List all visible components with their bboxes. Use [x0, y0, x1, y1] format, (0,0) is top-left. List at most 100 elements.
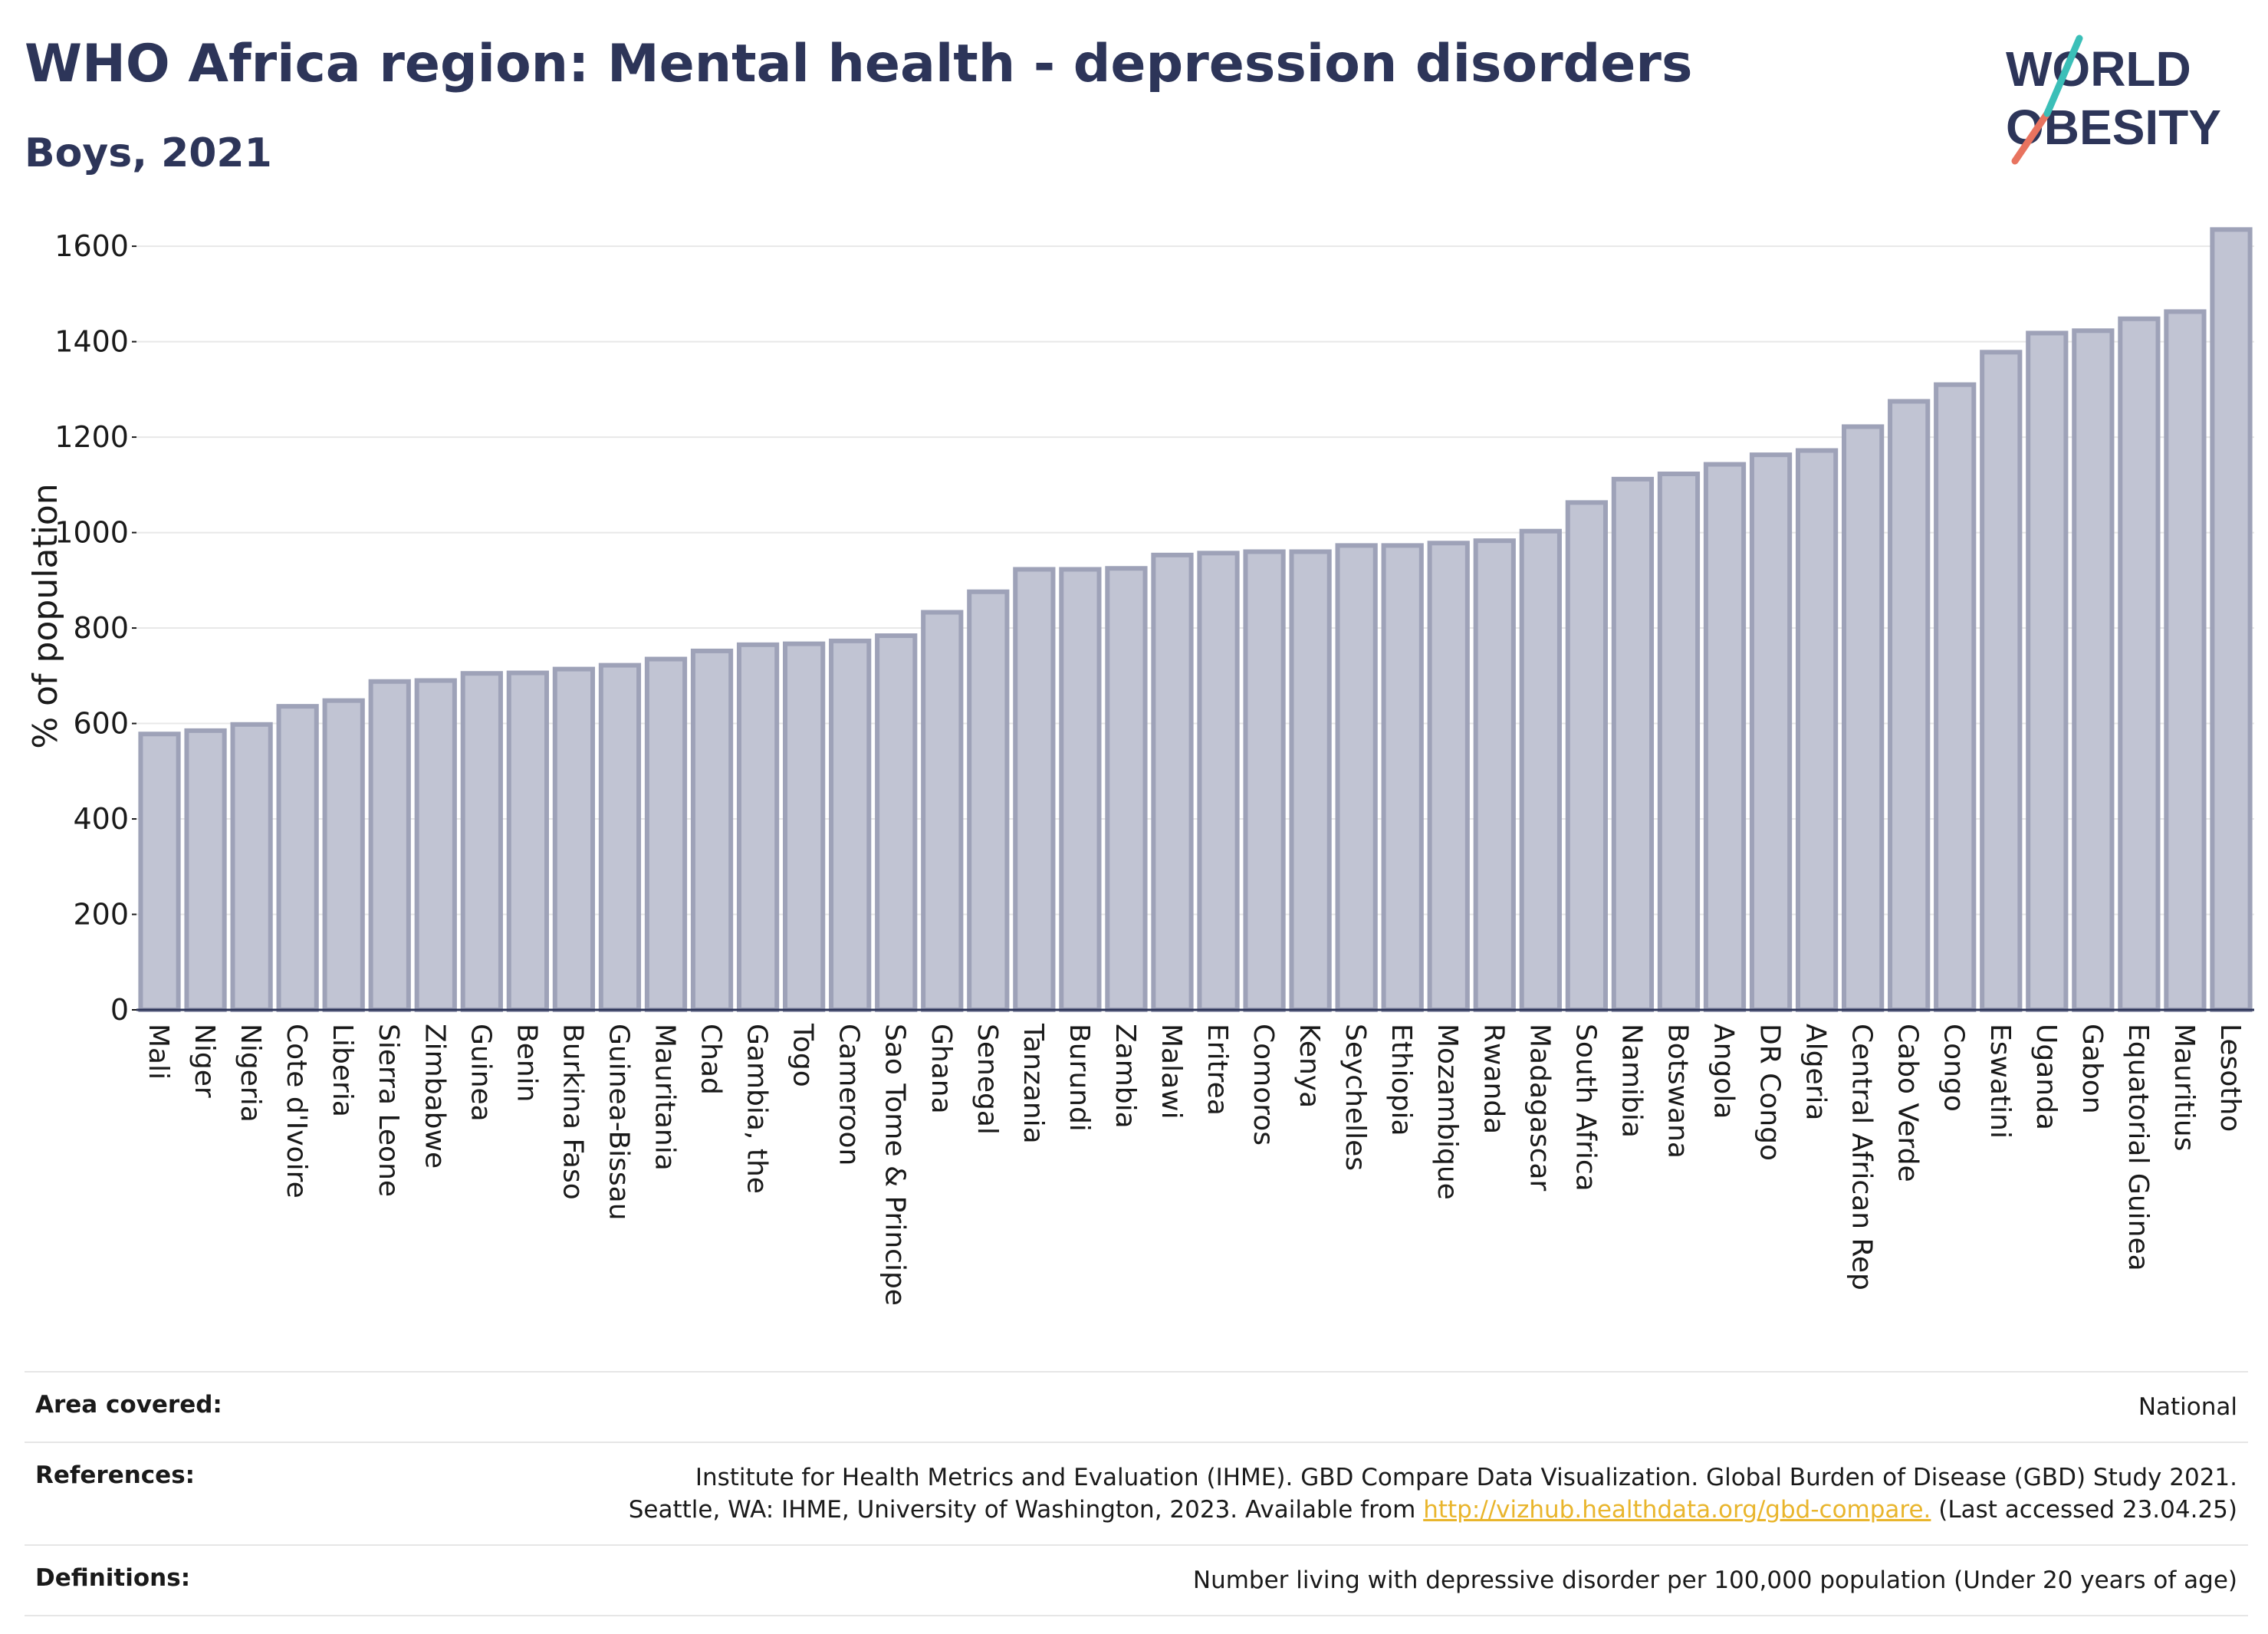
x-tick-label: Senegal [971, 1024, 1003, 1135]
x-tick-label: Madagascar [1524, 1024, 1555, 1192]
references-value: Institute for Health Metrics and Evaluat… [629, 1461, 2237, 1526]
y-tick-label: 1600 [54, 229, 129, 263]
references-label: References: [35, 1461, 196, 1489]
references-line1: Institute for Health Metrics and Evaluat… [695, 1464, 2237, 1491]
bar [690, 648, 734, 1012]
x-tick-label: Cabo Verde [1892, 1024, 1924, 1182]
definitions-value: Number living with depressive disorder p… [1192, 1567, 2237, 1594]
bar [368, 679, 411, 1012]
bar [230, 722, 273, 1012]
x-tick-label: Congo [1938, 1024, 1970, 1112]
footer-row-definitions: Definitions: Number living with depressi… [25, 1544, 2248, 1616]
x-tick-label: Mali [143, 1024, 174, 1080]
x-tick-label: DR Congo [1754, 1024, 1786, 1161]
y-tick-label: 800 [73, 611, 129, 645]
definitions-label: Definitions: [35, 1564, 191, 1592]
bar [2210, 227, 2253, 1012]
bar [1657, 472, 1701, 1012]
bar [1795, 448, 1839, 1012]
x-tick-label: Zimbabwe [419, 1024, 450, 1169]
x-tick-label: Chad [695, 1024, 727, 1095]
x-tick-label: Namibia [1616, 1024, 1647, 1138]
bar [1980, 350, 2023, 1013]
bar [783, 641, 826, 1012]
bar [2164, 309, 2207, 1013]
bar [506, 670, 549, 1012]
bar [1197, 551, 1240, 1012]
bar [1381, 543, 1424, 1012]
x-tick-label: Cameroon [833, 1024, 865, 1165]
x-tick-label: Mauritania [649, 1024, 681, 1171]
x-tick-label: Eritrea [1201, 1024, 1233, 1116]
x-tick-label: Ghana [925, 1024, 957, 1114]
references-link[interactable]: http://vizhub.healthdata.org/gbd-compare… [1423, 1496, 1931, 1524]
x-tick-label: Ethiopia [1385, 1024, 1417, 1136]
x-tick-label: Angola [1708, 1024, 1740, 1119]
x-tick-label: Niger [189, 1024, 220, 1098]
bar [1749, 452, 1793, 1012]
x-tick-label: Kenya [1293, 1024, 1325, 1108]
x-tick-label: Uganda [2030, 1024, 2062, 1130]
bar [1151, 552, 1194, 1012]
x-tick-label: Mauritius [2168, 1024, 2200, 1151]
x-tick-label: Guinea [465, 1024, 496, 1122]
x-tick-label: Cote d'Ivoire [281, 1024, 312, 1198]
x-tick-label: Sierra Leone [373, 1024, 404, 1197]
bar [1013, 567, 1056, 1012]
footer-row-area: Area covered: National [25, 1371, 2248, 1442]
x-tick-label: Gabon [2076, 1024, 2108, 1114]
footer-row-references: References: Institute for Health Metrics… [25, 1442, 2248, 1544]
x-tick-label: Guinea-Bissau [603, 1024, 634, 1221]
x-tick-label: Zambia [1109, 1024, 1141, 1129]
bar [2072, 328, 2115, 1013]
references-line2-post: (Last accessed 23.04.25) [1931, 1496, 2237, 1524]
y-tick-label: 1400 [54, 325, 129, 359]
bar [1427, 541, 1470, 1012]
bar [1289, 549, 1332, 1012]
references-line2: Seattle, WA: IHME, University of Washing… [629, 1494, 2237, 1526]
x-tick-label: Mozambique [1431, 1024, 1463, 1200]
bar [184, 728, 227, 1013]
bar [644, 656, 688, 1012]
x-tick-label: Lesotho [2214, 1024, 2246, 1132]
y-tick-label: 0 [110, 993, 129, 1027]
bar [1842, 424, 1885, 1012]
x-tick-label: Seychelles [1339, 1024, 1371, 1171]
x-tick-label: Benin [511, 1024, 542, 1102]
bar [138, 732, 181, 1012]
bar [598, 662, 642, 1012]
y-tick-label: 600 [73, 707, 129, 741]
x-tick-label: South Africa [1570, 1024, 1601, 1192]
bar [1473, 538, 1516, 1012]
bar [736, 642, 780, 1012]
bar [276, 704, 319, 1012]
bar [1888, 399, 1931, 1012]
x-tick-label: Nigeria [235, 1024, 266, 1123]
x-tick-label: Liberia [327, 1024, 358, 1117]
x-tick-label: Central African Rep [1846, 1024, 1878, 1290]
bar [921, 610, 964, 1012]
x-tick-label: Tanzania [1017, 1023, 1049, 1144]
bar [1243, 549, 1286, 1012]
bar [967, 589, 1010, 1013]
bar-chart: 0 200 400 600 800 1000 1200 1400 1600 % of popula… [26, 227, 2254, 1306]
world-obesity-logo: WORLD OBESITY [2006, 35, 2221, 165]
x-tick-label: Sao Tome & Principe [879, 1024, 911, 1306]
bar [829, 638, 872, 1013]
x-tick-label: Burkina Faso [557, 1024, 588, 1200]
x-tick-label: Comoros [1247, 1024, 1279, 1146]
logo-slash-teal [2043, 35, 2083, 117]
x-tick-label: Algeria [1800, 1024, 1832, 1121]
bar [1934, 382, 1977, 1012]
y-tick-label: 400 [73, 802, 129, 836]
logo-line1: WORLD [2006, 41, 2191, 97]
x-tick-label: Equatorial Guinea [2122, 1024, 2154, 1271]
references-line2-pre: Seattle, WA: IHME, University of Washing… [628, 1496, 1424, 1524]
area-value: National [2138, 1393, 2237, 1421]
x-tick-label: Togo [787, 1023, 819, 1087]
bar [2118, 316, 2161, 1013]
y-tick-label: 1200 [54, 420, 129, 454]
bar [1703, 462, 1747, 1012]
x-tick-label: Burundi [1063, 1024, 1095, 1132]
x-tick-label: Malawi [1155, 1024, 1187, 1119]
